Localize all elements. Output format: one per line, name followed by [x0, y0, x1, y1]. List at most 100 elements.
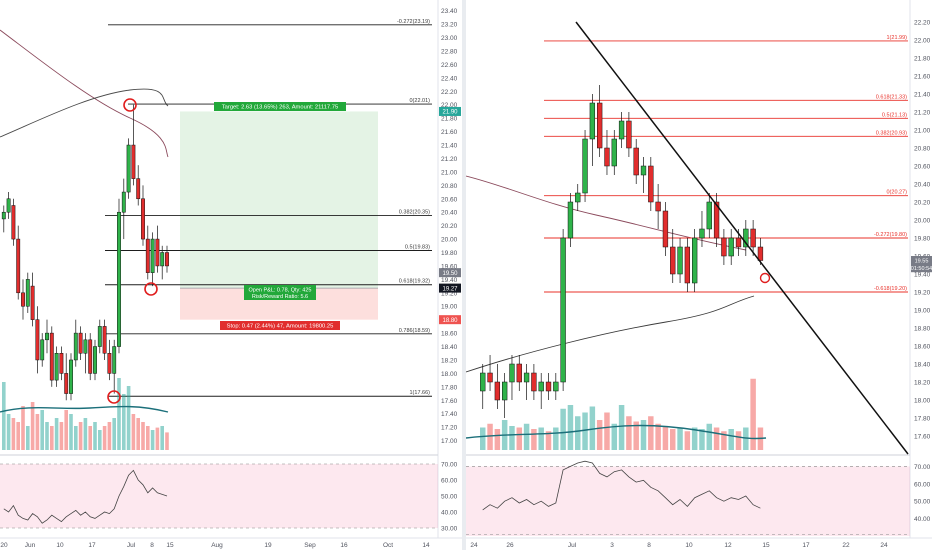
time-tick-label: 19 [264, 542, 272, 549]
panel-divider[interactable] [462, 0, 466, 550]
candle-body [582, 138, 588, 194]
volume-bar [16, 422, 20, 450]
candle-body [1, 211, 6, 220]
volume-bar [553, 427, 559, 450]
time-tick-label: Jul [127, 542, 136, 549]
candle-body [49, 332, 54, 381]
time-tick-label: 24 [470, 542, 478, 549]
price-tick-label: 22.00 [441, 102, 458, 109]
fib-level-label: 0.382(20.35) [399, 210, 430, 216]
volume-bar [567, 405, 574, 450]
candle-body [73, 332, 78, 361]
price-tick-label: 21.40 [914, 92, 931, 99]
volume-bar [45, 422, 49, 450]
right-chart[interactable]: 17.60 17.80 18.00 18.20 18.40 18.60 18.80 19.00… [466, 0, 932, 550]
price-tick-label: 19.20 [441, 290, 458, 297]
volume-bar [112, 418, 116, 450]
rsi-tick-label: 60.00 [914, 481, 931, 488]
candle-body [136, 178, 141, 200]
candle-body [165, 252, 169, 267]
volume-bar [480, 427, 486, 450]
rsi-tick-label: 50.00 [441, 494, 458, 501]
volume-bar [487, 423, 493, 450]
price-tick-label: 21.60 [914, 74, 931, 81]
time-tick-label: 10 [685, 542, 693, 549]
right-chart-panel[interactable]: 17.60 17.80 18.00 18.20 18.40 18.60 18.80 19.00… [466, 0, 932, 550]
candle-body [640, 165, 647, 176]
left-chart-panel[interactable]: 17.00 17.20 17.40 17.60 17.80 18.00 18.20 18.40… [0, 0, 462, 550]
price-badge-label: 19.27 [442, 286, 458, 292]
volume-bar [88, 426, 92, 450]
candle-body [494, 381, 501, 401]
price-tick-label: 21.20 [441, 156, 458, 163]
price-tick-label: 18.00 [914, 398, 931, 405]
left-chart[interactable]: 17.00 17.20 17.40 17.60 17.80 18.00 18.20 18.40… [0, 0, 462, 550]
price-tick-label: 17.60 [914, 434, 931, 441]
candle-body [692, 237, 698, 284]
candle-body [78, 332, 83, 354]
candle-body [35, 319, 40, 361]
volume-bar [136, 418, 140, 450]
volume-bar [545, 431, 552, 450]
time-tick-label: 8 [150, 542, 154, 549]
time-tick-label: 8 [647, 542, 651, 549]
time-tick-label: 3 [610, 542, 614, 549]
volume-bar [69, 414, 73, 450]
candle-body [648, 165, 654, 203]
price-badge [911, 263, 932, 273]
candle-body [575, 192, 581, 203]
candle-body [597, 102, 603, 149]
volume-bar [11, 418, 16, 450]
stop-label: Stop: 0.47 (2.44%) 47, Amount: 19800.25 [227, 324, 334, 330]
volume-bar [743, 427, 749, 450]
candle-body [706, 201, 712, 230]
volume-bar [677, 427, 683, 450]
stop-label-box [220, 321, 340, 330]
volume-bar [6, 414, 11, 450]
candle-body [604, 147, 610, 167]
volume-bar [640, 420, 647, 450]
price-tick-label: 22.80 [441, 49, 458, 56]
risk-reward-label: Risk/Reward Ratio: 5.6 [252, 294, 308, 300]
volume-bar [713, 427, 720, 450]
volume-bar [735, 431, 742, 450]
price-badge-label: 01:50:54 [911, 266, 932, 272]
time-tick-label: Aug [211, 542, 223, 549]
rsi-tick-label: 40.00 [441, 510, 458, 517]
price-tick-label: 21.60 [441, 129, 458, 136]
time-tick-label: 24 [880, 542, 888, 549]
price-tick-label: 17.40 [441, 411, 458, 418]
volume-bar [141, 422, 145, 450]
candle-body [713, 201, 720, 239]
candle-body [531, 372, 537, 392]
candle-body [121, 191, 126, 213]
time-tick-label: 10 [56, 542, 64, 549]
target-label: Target: 2.63 (13.65%) 263, Amount: 21117… [222, 105, 338, 111]
candle-body [750, 228, 756, 248]
fib-level-label: 0.5(21.13) [882, 112, 907, 118]
price-tick-label: 23.00 [441, 35, 458, 42]
candle-body [480, 372, 486, 392]
price-badge [439, 315, 461, 325]
time-tick-label: 17 [88, 542, 96, 549]
price-badge [911, 256, 932, 265]
time-tick-label: Oct [383, 542, 393, 549]
moving-average-line [0, 88, 169, 138]
candle-body [54, 353, 59, 381]
price-tick-label: 19.40 [441, 277, 458, 284]
price-tick-label: 22.20 [441, 89, 458, 96]
time-tick-label: 15 [166, 542, 174, 549]
time-tick-label: 20 [0, 542, 8, 549]
volume-bar [516, 427, 523, 450]
fib-level-label: -0.272(19.80) [874, 232, 907, 238]
rsi-tick-label: 60.00 [441, 478, 458, 485]
volume-bar [721, 431, 727, 450]
price-tick-label: 17.00 [441, 438, 458, 445]
candle-body [69, 359, 73, 394]
candle-body [59, 353, 64, 374]
volume-bar [684, 431, 691, 450]
fib-level-label: 0(20.27) [887, 190, 908, 196]
price-tick-label: 21.40 [441, 143, 458, 150]
price-badge [439, 106, 461, 116]
rsi-band [0, 464, 438, 528]
